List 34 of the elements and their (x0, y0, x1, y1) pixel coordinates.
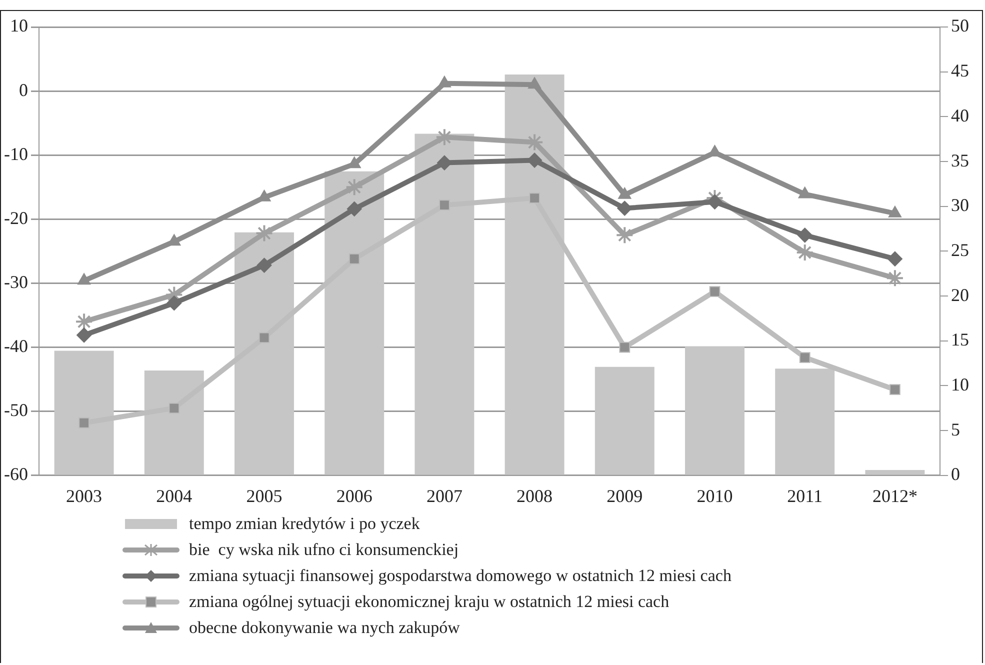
legend-label: bie cy wska nik ufno ci konsumenckiej (189, 540, 459, 560)
y2-tick-label: 30 (951, 195, 969, 216)
legend-label: obecne dokonywanie wa nych zakupów (189, 618, 460, 638)
x-tick-label: 2006 (336, 486, 372, 506)
legend-label: zmiana ogólnej sytuacji ekonomicznej kraju w ostatnich 12 miesi cach (189, 592, 670, 612)
x-tick-label: 2005 (246, 486, 282, 506)
x-tick-label: 2012* (872, 486, 918, 506)
x-tick-label: 2011 (787, 486, 823, 506)
y2-tick-label: 15 (951, 330, 969, 350)
y2-tick-label: 45 (951, 60, 969, 81)
x-tick-label: 2004 (156, 486, 192, 506)
legend-label: tempo zmian kredytów i po yczek (189, 514, 420, 534)
y2-tick-label: 25 (951, 240, 969, 260)
y2-tick-label: 50 (951, 16, 969, 36)
legend-label: zmiana sytuacji finansowej gospodarstwa domowego w ostatnich 12 miesi cach (189, 566, 732, 586)
y-tick-label: 10 (10, 16, 28, 36)
x-tick-label: 2007 (426, 486, 462, 506)
y-tick-label: -10 (4, 144, 28, 164)
y2-tick-label: 35 (951, 150, 969, 170)
y-tick-label: -30 (4, 272, 28, 292)
x-tick-label: 2008 (516, 486, 553, 506)
y2-tick-label: 40 (951, 105, 969, 126)
y2-tick-label: 0 (951, 464, 960, 484)
y2-tick-label: 10 (951, 374, 969, 394)
y-tick-label: -60 (4, 464, 28, 484)
x-tick-label: 2010 (696, 486, 733, 506)
y-tick-label: -20 (4, 208, 28, 228)
y2-tick-label: 20 (951, 284, 969, 305)
y-tick-label: -50 (4, 400, 28, 420)
x-tick-label: 2009 (606, 486, 643, 506)
x-tick-label: 2003 (66, 486, 102, 506)
y2-tick-label: 5 (951, 419, 960, 440)
y-tick-label: 0 (18, 80, 28, 100)
y-tick-label: -40 (4, 336, 28, 356)
